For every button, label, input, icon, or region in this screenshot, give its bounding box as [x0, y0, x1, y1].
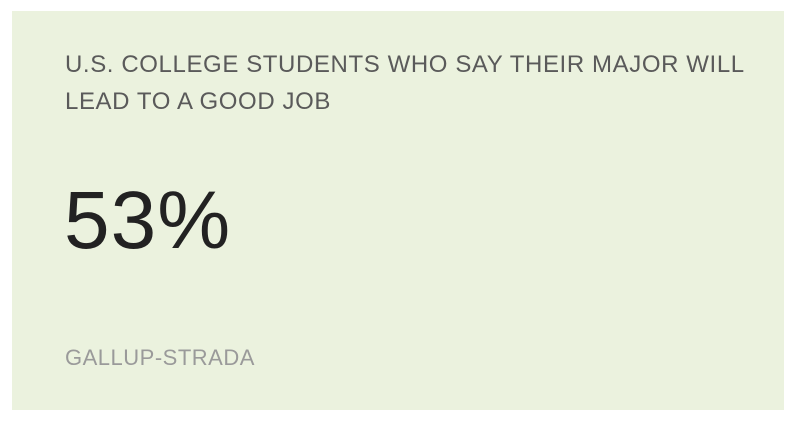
- stat-card: U.S. COLLEGE STUDENTS WHO SAY THEIR MAJO…: [12, 11, 784, 410]
- stat-value: 53%: [64, 175, 232, 266]
- source-label: GALLUP-STRADA: [65, 345, 255, 370]
- card-title: U.S. COLLEGE STUDENTS WHO SAY THEIR MAJO…: [65, 51, 744, 115]
